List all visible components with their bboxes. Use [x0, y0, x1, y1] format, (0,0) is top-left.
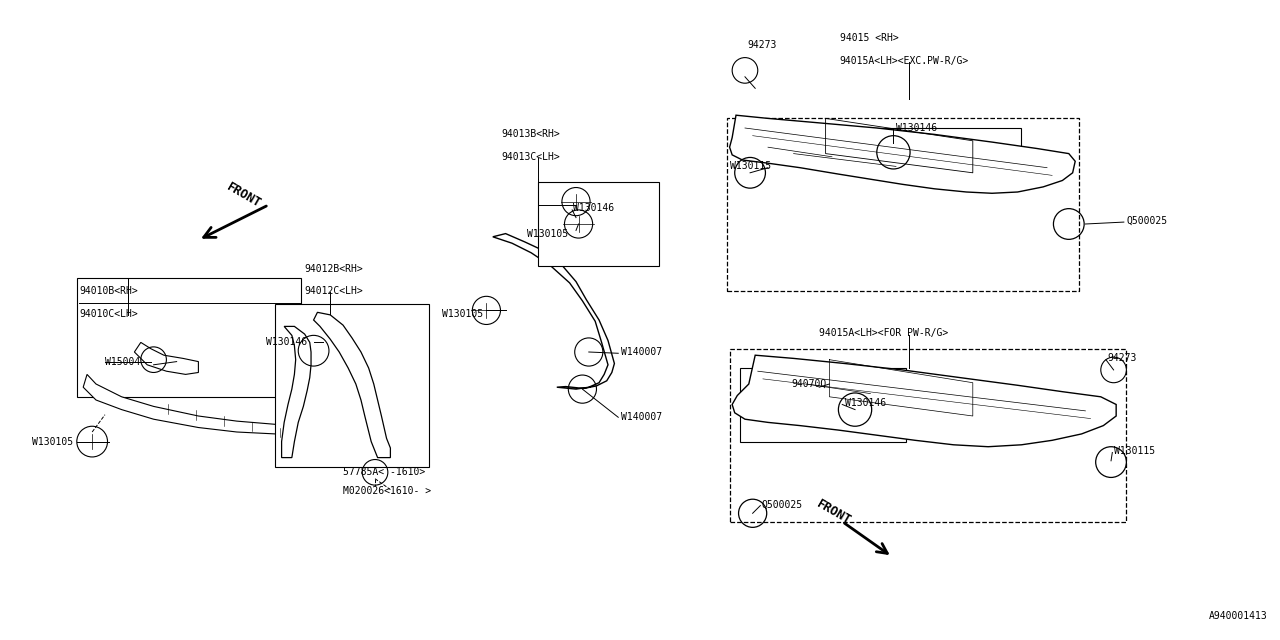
- Text: W130115: W130115: [730, 161, 771, 172]
- Text: 57785A< -1610>: 57785A< -1610>: [343, 467, 425, 477]
- Text: W130146: W130146: [573, 203, 614, 213]
- Text: 94015A<LH><EXC.PW-R/G>: 94015A<LH><EXC.PW-R/G>: [840, 56, 969, 66]
- Text: 94273: 94273: [1107, 353, 1137, 364]
- Bar: [740, 368, 906, 442]
- Text: 94013C<LH>: 94013C<LH>: [502, 152, 561, 162]
- Text: W130146: W130146: [266, 337, 307, 348]
- Text: M020026<1610- >: M020026<1610- >: [343, 486, 431, 496]
- Text: W130105: W130105: [527, 228, 568, 239]
- Text: W130146: W130146: [845, 398, 886, 408]
- Text: W130105: W130105: [442, 308, 483, 319]
- Text: 94010C<LH>: 94010C<LH>: [79, 308, 138, 319]
- Polygon shape: [83, 374, 294, 434]
- Polygon shape: [134, 342, 198, 374]
- Text: FRONT: FRONT: [224, 180, 262, 210]
- Polygon shape: [730, 115, 1075, 193]
- Text: W130146: W130146: [896, 123, 937, 133]
- Text: W15004: W15004: [105, 356, 141, 367]
- Bar: [77, 278, 301, 397]
- Bar: [868, 128, 1021, 173]
- Text: 94010B<RH>: 94010B<RH>: [79, 286, 138, 296]
- Bar: [730, 349, 1126, 522]
- Bar: [538, 182, 659, 266]
- Text: 94012B<RH>: 94012B<RH>: [305, 264, 364, 274]
- Text: 94015 <RH>: 94015 <RH>: [840, 33, 899, 44]
- Bar: [275, 304, 429, 467]
- Text: 94015A<LH><FOR PW-R/G>: 94015A<LH><FOR PW-R/G>: [819, 328, 948, 338]
- Text: W140007: W140007: [621, 347, 662, 357]
- Text: W130105: W130105: [32, 436, 73, 447]
- Text: A940001413: A940001413: [1208, 611, 1267, 621]
- Text: W130115: W130115: [1114, 446, 1155, 456]
- Bar: [727, 118, 1079, 291]
- Text: 94013B<RH>: 94013B<RH>: [502, 129, 561, 140]
- Polygon shape: [314, 312, 390, 458]
- Text: 94012C<LH>: 94012C<LH>: [305, 286, 364, 296]
- Text: Q500025: Q500025: [762, 499, 803, 509]
- Text: W140007: W140007: [621, 412, 662, 422]
- Text: 94273: 94273: [748, 40, 777, 50]
- Text: 94070Q: 94070Q: [791, 379, 827, 389]
- Text: FRONT: FRONT: [814, 497, 852, 527]
- Polygon shape: [493, 234, 614, 389]
- Polygon shape: [732, 355, 1116, 447]
- Polygon shape: [282, 326, 311, 458]
- Text: Q500025: Q500025: [1126, 216, 1167, 226]
